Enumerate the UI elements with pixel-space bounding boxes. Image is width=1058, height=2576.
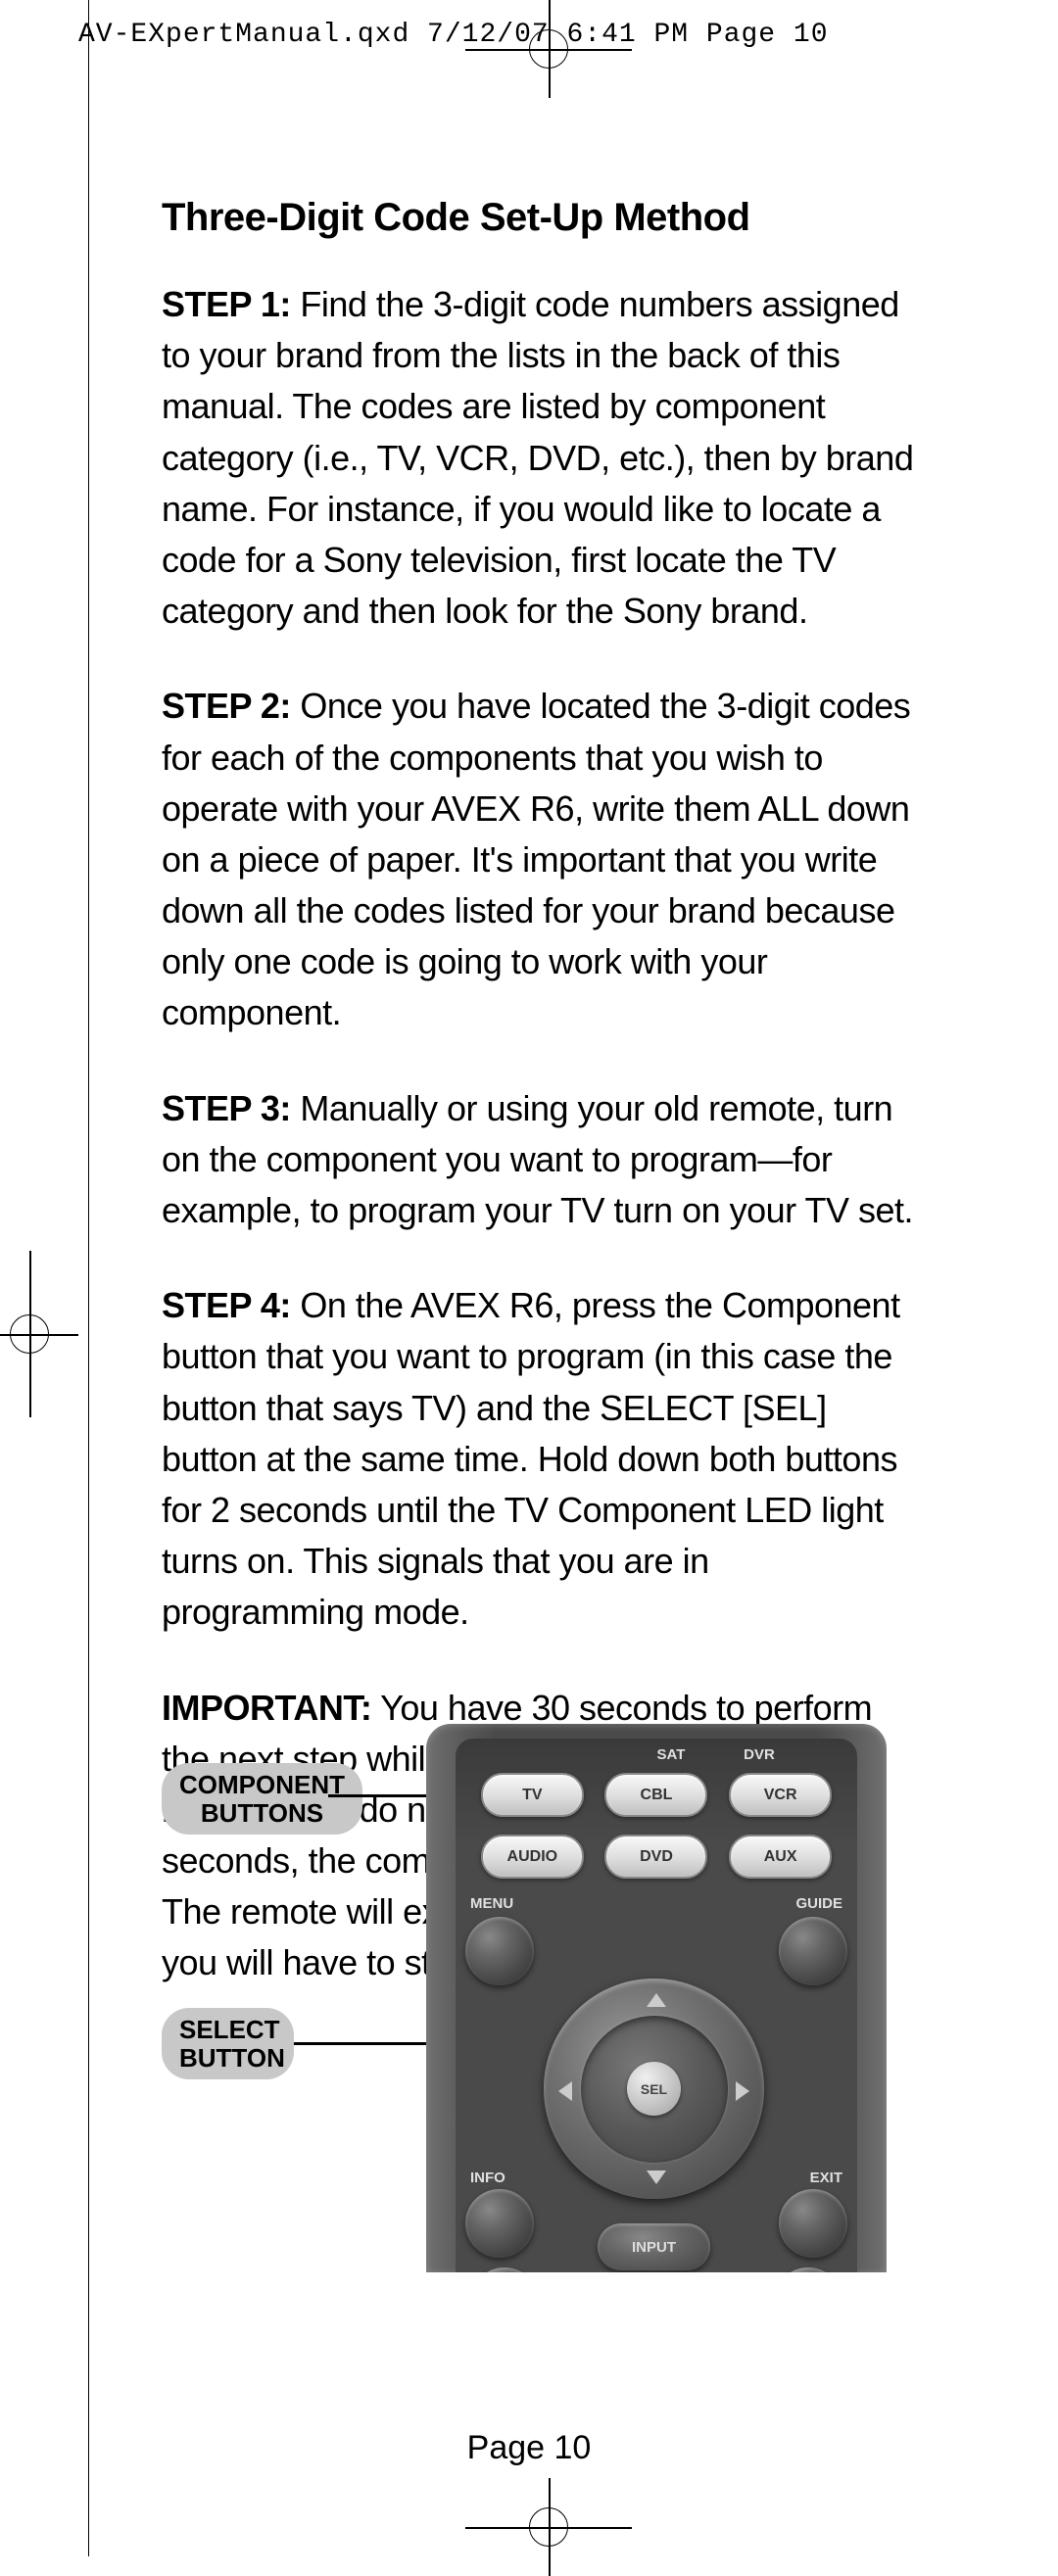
step-2-text: Once you have located the 3-digit codes … (162, 686, 910, 1032)
trim-line (88, 0, 89, 2556)
btn-bottom-right (774, 2267, 842, 2272)
btn-exit (779, 2189, 847, 2258)
btn-vcr: VCR (729, 1773, 832, 1817)
page-number: Page 10 (0, 2429, 1058, 2467)
btn-sel: SEL (627, 2062, 681, 2116)
step-4-label: STEP 4: (162, 1285, 291, 1325)
btn-dvd: DVD (604, 1835, 707, 1879)
btn-menu (465, 1917, 534, 1985)
remote-body: SAT DVR TV CBL VCR AUDIO DVD AUX MENU GU… (426, 1724, 887, 2272)
btn-aux: AUX (729, 1835, 832, 1879)
label-dvr: DVR (715, 1746, 803, 1763)
label-guide: GUIDE (795, 1895, 842, 1912)
step-1-text: Find the 3-digit code numbers assigned t… (162, 284, 913, 631)
callout-select: SELECTBUTTON (162, 2008, 294, 2079)
file-header: AV-EXpertManual.qxd 7/12/07 6:41 PM Page… (78, 20, 829, 50)
step-3-label: STEP 3: (162, 1088, 291, 1128)
arrow-up-icon (647, 1993, 666, 2007)
btn-cbl: CBL (604, 1773, 707, 1817)
step-2: STEP 2: Once you have located the 3-digi… (162, 681, 916, 1038)
page-title: Three-Digit Code Set-Up Method (162, 196, 916, 240)
step-4: STEP 4: On the AVEX R6, press the Compon… (162, 1280, 916, 1638)
arrow-left-icon (558, 2081, 572, 2101)
important-label: IMPORTANT: (162, 1688, 371, 1728)
btn-tv: TV (481, 1773, 584, 1817)
label-menu: MENU (470, 1895, 513, 1912)
callout-component: COMPONENTBUTTONS (162, 1763, 362, 1835)
arrow-down-icon (647, 2171, 666, 2184)
btn-guide (779, 1917, 847, 1985)
label-sat: SAT (627, 1746, 715, 1763)
registration-mark-left (10, 1314, 49, 1354)
dpad: SEL (544, 1979, 764, 2199)
step-4-text: On the AVEX R6, press the Component butt… (162, 1285, 900, 1632)
btn-info (465, 2189, 534, 2258)
label-exit: EXIT (810, 2170, 842, 2186)
btn-bottom-left (470, 2267, 539, 2272)
step-2-label: STEP 2: (162, 686, 291, 726)
label-info: INFO (470, 2170, 505, 2186)
step-3: STEP 3: Manually or using your old remot… (162, 1083, 916, 1237)
btn-input: INPUT (598, 2223, 710, 2270)
remote-diagram: COMPONENTBUTTONS SELECTBUTTON SAT DVR TV… (162, 1724, 916, 2272)
btn-audio: AUDIO (481, 1835, 584, 1879)
step-1: STEP 1: Find the 3-digit code numbers as… (162, 279, 916, 637)
remote-inner: SAT DVR TV CBL VCR AUDIO DVD AUX MENU GU… (456, 1739, 857, 2272)
step-1-label: STEP 1: (162, 284, 291, 324)
arrow-right-icon (736, 2081, 749, 2101)
registration-mark-bottom (529, 2507, 568, 2547)
